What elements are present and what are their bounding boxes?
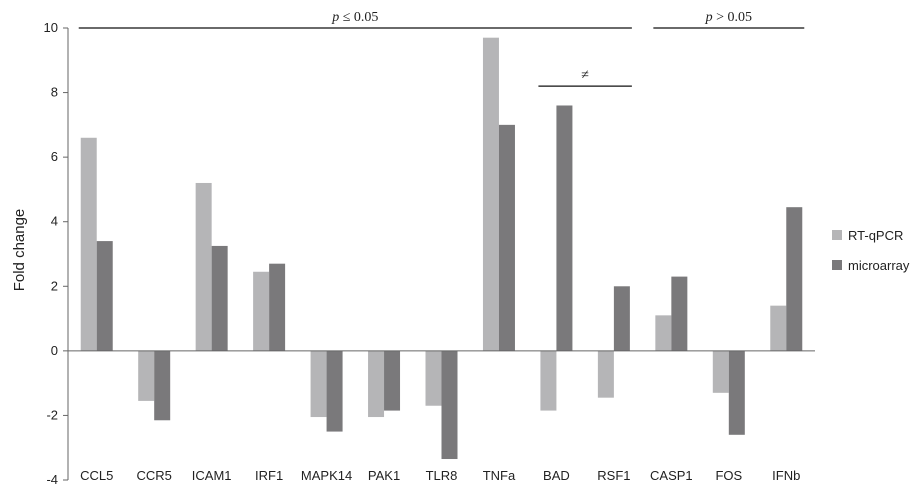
bar-microarray-irf1	[269, 263, 286, 351]
x-category-label: TNFa	[483, 468, 516, 483]
x-category-label: MAPK14	[301, 468, 352, 483]
y-tick-label: -2	[46, 407, 58, 422]
x-category-label: RSF1	[597, 468, 630, 483]
bar-microarray-ccl5	[96, 241, 113, 351]
y-tick-label: 8	[51, 85, 58, 100]
x-axis: CCL5 CCR5 ICAM1 IRF1 MAPK14 PAK1 TLR8 TNFa BAD RS…	[68, 350, 815, 483]
bar-microarray-icam1	[211, 245, 228, 351]
bar-rt-qpcr-icam1	[195, 182, 212, 351]
bar-rt-qpcr-casp1	[655, 315, 672, 351]
y-tick-label: -4	[46, 472, 58, 486]
y-axis-label: Fold change	[11, 209, 28, 292]
x-category-label: TLR8	[426, 468, 458, 483]
x-category-label: FOS	[715, 468, 742, 483]
legend-label: microarray	[848, 258, 910, 273]
y-axis: -4 -2 0 2 4 6 8 10	[44, 20, 69, 486]
bar-rt-qpcr-bad	[540, 350, 557, 411]
y-tick-label: 2	[51, 278, 58, 293]
x-category-label: CASP1	[650, 468, 693, 483]
bar-microarray-rsf1	[613, 286, 630, 351]
x-category-label: CCL5	[80, 468, 113, 483]
bar-rt-qpcr-mapk14	[310, 350, 327, 418]
bar-microarray-tlr8	[441, 350, 458, 460]
x-category-label: BAD	[543, 468, 570, 483]
y-tick-label: 4	[51, 214, 58, 229]
x-category-label: CCR5	[136, 468, 171, 483]
bar-microarray-ccr5	[154, 350, 171, 421]
significance-label: p > 0.05	[705, 10, 752, 25]
y-tick-label: 0	[51, 343, 58, 358]
bars	[80, 37, 803, 460]
bar-microarray-pak1	[384, 350, 401, 411]
bar-rt-qpcr-ccl5	[80, 137, 97, 351]
legend: RT-qPCR microarray	[832, 228, 910, 273]
x-category-label: PAK1	[368, 468, 400, 483]
significance-annotations: p ≤ 0.05 ≠ p > 0.05	[78, 10, 805, 87]
bar-rt-qpcr-rsf1	[597, 350, 614, 398]
legend-swatch	[832, 260, 842, 270]
x-category-label: ICAM1	[192, 468, 232, 483]
significance-label: ≠	[581, 68, 589, 83]
y-tick-label: 6	[51, 149, 58, 164]
legend-label: RT-qPCR	[848, 228, 903, 243]
bar-rt-qpcr-tlr8	[425, 350, 442, 406]
bar-rt-qpcr-irf1	[253, 271, 270, 351]
bar-microarray-tnfa	[498, 124, 515, 351]
x-category-label: IFNb	[772, 468, 800, 483]
bar-microarray-mapk14	[326, 350, 343, 432]
bar-microarray-ifnb	[786, 207, 803, 351]
bar-rt-qpcr-tnfa	[482, 37, 499, 351]
y-tick-label: 10	[44, 20, 58, 35]
bar-rt-qpcr-ccr5	[138, 350, 155, 401]
bar-microarray-fos	[728, 350, 745, 435]
bar-rt-qpcr-pak1	[368, 350, 385, 418]
significance-label: p ≤ 0.05	[331, 10, 378, 25]
bar-rt-qpcr-ifnb	[770, 305, 787, 351]
bar-rt-qpcr-fos	[712, 350, 729, 393]
bar-microarray-casp1	[671, 276, 688, 351]
legend-swatch	[832, 230, 842, 240]
x-category-label: IRF1	[255, 468, 283, 483]
bar-microarray-bad	[556, 105, 573, 351]
